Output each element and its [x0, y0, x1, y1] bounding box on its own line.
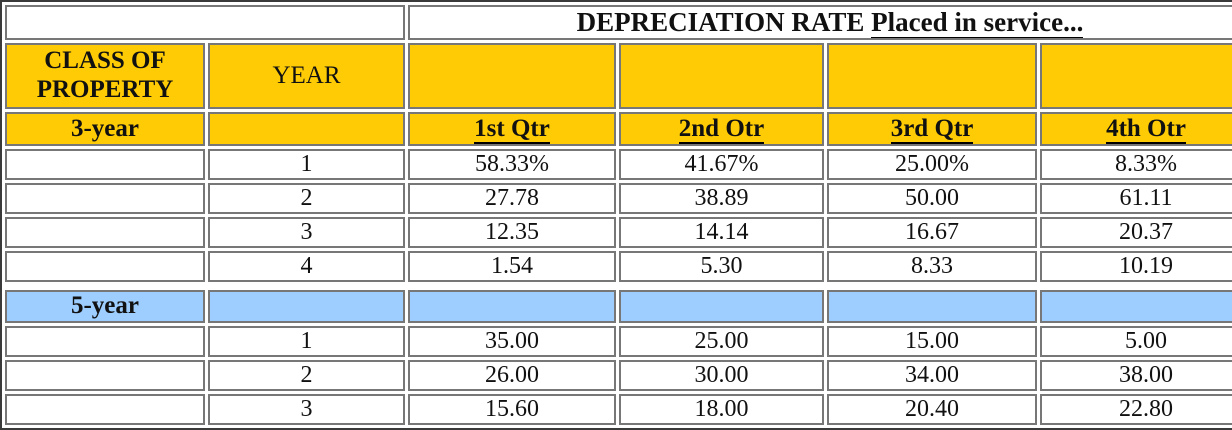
rate-cell: 38.00	[1040, 359, 1232, 391]
rate-cell: 20.40	[827, 393, 1037, 425]
rate-cell: 14.14	[619, 217, 824, 248]
placed-in-service-label: Placed in service...	[871, 7, 1084, 38]
section-spacer	[5, 285, 1232, 287]
rate-cell: 22.80	[1040, 393, 1232, 425]
empty-gold-cell	[827, 43, 1037, 109]
class-cell-empty	[5, 251, 205, 282]
rate-cell: 38.89	[619, 183, 824, 214]
table-row: 3 12.35 14.14 16.67 20.37	[5, 217, 1232, 248]
rate-cell: 34.00	[827, 359, 1037, 391]
rate-cell: 10.19	[1040, 251, 1232, 282]
rate-cell: 35.00	[408, 325, 616, 357]
empty-gold-cell	[619, 43, 824, 109]
year-cell: 1	[208, 149, 405, 180]
rate-cell: 30.00	[619, 359, 824, 391]
rate-cell: 41.67%	[619, 149, 824, 180]
section-label-3-year: 3-year	[5, 112, 205, 146]
rate-cell: 15.00	[827, 325, 1037, 357]
table-row: 3 15.60 18.00 20.40 22.80	[5, 393, 1232, 425]
class-cell-empty	[5, 217, 205, 248]
empty-blue-cell	[1040, 290, 1232, 323]
empty-blue-cell	[408, 290, 616, 323]
class-cell-empty	[5, 359, 205, 391]
rate-cell: 50.00	[827, 183, 1037, 214]
top-left-empty-cell	[5, 5, 405, 40]
year-cell: 3	[208, 393, 405, 425]
quarter-header-2: 2nd Otr	[619, 112, 824, 146]
rate-cell: 25.00	[619, 325, 824, 357]
table-row-header-top: DEPRECIATION RATE Placed in service...	[5, 5, 1232, 40]
class-of-property-header: CLASS OF PROPERTY	[5, 43, 205, 109]
empty-gold-cell	[1040, 43, 1232, 109]
class-cell-empty	[5, 393, 205, 425]
rate-cell: 15.60	[408, 393, 616, 425]
rate-cell: 12.35	[408, 217, 616, 248]
table-row: 2 26.00 30.00 34.00 38.00	[5, 359, 1232, 391]
quarter-header-4-label: 4th Otr	[1106, 115, 1186, 144]
rate-cell: 25.00%	[827, 149, 1037, 180]
rate-cell: 26.00	[408, 359, 616, 391]
rate-cell: 8.33	[827, 251, 1037, 282]
table-row-3year-quarters: 3-year 1st Qtr 2nd Otr 3rd Qtr 4th Otr	[5, 112, 1232, 146]
empty-blue-cell	[208, 290, 405, 323]
table-row: 4 1.54 5.30 8.33 10.19	[5, 251, 1232, 282]
table-row-5year: 5-year	[5, 290, 1232, 323]
empty-blue-cell	[619, 290, 824, 323]
quarter-header-3: 3rd Qtr	[827, 112, 1037, 146]
year-cell: 4	[208, 251, 405, 282]
year-cell: 3	[208, 217, 405, 248]
year-cell: 1	[208, 325, 405, 357]
class-cell-empty	[5, 183, 205, 214]
depreciation-rate-label: DEPRECIATION RATE	[576, 7, 865, 37]
empty-blue-cell	[827, 290, 1037, 323]
class-cell-empty	[5, 149, 205, 180]
class-cell-empty	[5, 325, 205, 357]
quarter-header-3-label: 3rd Qtr	[890, 115, 974, 144]
table-row: 2 27.78 38.89 50.00 61.11	[5, 183, 1232, 214]
section-label-5-year: 5-year	[5, 290, 205, 323]
quarter-header-2-label: 2nd Otr	[678, 115, 765, 144]
rate-cell: 58.33%	[408, 149, 616, 180]
rate-cell: 8.33%	[1040, 149, 1232, 180]
rate-cell: 27.78	[408, 183, 616, 214]
rate-cell: 5.00	[1040, 325, 1232, 357]
spacer-cell	[5, 285, 1232, 287]
quarter-header-1-label: 1st Qtr	[474, 115, 550, 144]
rate-cell: 61.11	[1040, 183, 1232, 214]
empty-gold-cell	[408, 43, 616, 109]
rate-cell: 1.54	[408, 251, 616, 282]
empty-gold-cell	[208, 112, 405, 146]
rate-cell: 16.67	[827, 217, 1037, 248]
quarter-header-1: 1st Qtr	[408, 112, 616, 146]
depreciation-rate-header-cell: DEPRECIATION RATE Placed in service...	[408, 5, 1232, 40]
year-cell: 2	[208, 359, 405, 391]
rate-cell: 5.30	[619, 251, 824, 282]
table-row-column-headers: CLASS OF PROPERTY YEAR	[5, 43, 1232, 109]
rate-cell: 20.37	[1040, 217, 1232, 248]
table-row: 1 35.00 25.00 15.00 5.00	[5, 325, 1232, 357]
table-row: 1 58.33% 41.67% 25.00% 8.33%	[5, 149, 1232, 180]
year-cell: 2	[208, 183, 405, 214]
quarter-header-4: 4th Otr	[1040, 112, 1232, 146]
year-header: YEAR	[208, 43, 405, 109]
rate-cell: 18.00	[619, 393, 824, 425]
